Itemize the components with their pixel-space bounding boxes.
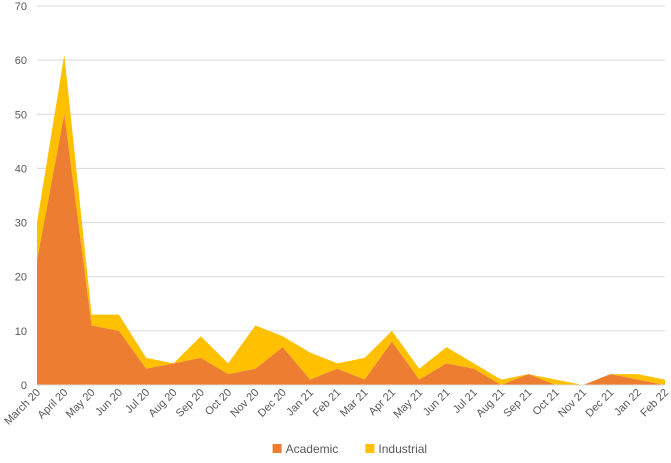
y-tick-label: 30 — [15, 218, 27, 230]
y-tick-label: 40 — [15, 163, 27, 175]
gridlines — [37, 5, 665, 332]
legend-label-industrial: Industrial — [378, 442, 427, 456]
x-tick-label: April 20 — [36, 387, 71, 422]
y-tick-label: 0 — [21, 380, 27, 392]
x-tick-label: Nov 21 — [556, 387, 589, 420]
y-tick-label: 50 — [15, 109, 27, 121]
x-tick-label: Aug 21 — [474, 387, 507, 420]
x-tick-label: Jun 20 — [93, 387, 125, 419]
x-tick-label: Feb 22 — [638, 387, 671, 420]
legend: Academic Industrial — [272, 442, 427, 456]
x-tick-label: Sep 20 — [174, 387, 207, 420]
x-tick-label: Dec 21 — [583, 387, 616, 420]
x-tick-label: Dec 20 — [256, 387, 289, 420]
x-tick-label: May 20 — [64, 387, 98, 421]
y-tick-label: 20 — [15, 272, 27, 284]
y-axis-ticks: 0 10 20 30 40 50 60 70 — [15, 1, 27, 392]
y-tick-label: 10 — [15, 326, 27, 338]
x-tick-label: Jun 21 — [421, 387, 453, 419]
x-tick-label: Nov 20 — [228, 387, 261, 420]
x-tick-label: March 20 — [2, 387, 43, 428]
x-tick-label: Sep 21 — [501, 387, 534, 420]
x-tick-label: Feb 21 — [311, 387, 344, 420]
x-tick-label: Jan 21 — [284, 387, 316, 419]
area-series-industrial — [37, 54, 665, 385]
area-series-academic — [37, 114, 665, 386]
x-tick-label: May 21 — [391, 387, 425, 421]
legend-label-academic: Academic — [286, 442, 339, 456]
legend-swatch-industrial — [365, 444, 375, 453]
plot-area — [37, 54, 665, 386]
legend-swatch-academic — [272, 444, 282, 453]
x-tick-label: Mar 21 — [338, 387, 371, 420]
y-tick-label: 70 — [15, 1, 27, 13]
x-tick-label: Jan 22 — [612, 387, 644, 419]
y-tick-label: 60 — [15, 55, 27, 67]
x-tick-label: Aug 20 — [146, 387, 179, 420]
